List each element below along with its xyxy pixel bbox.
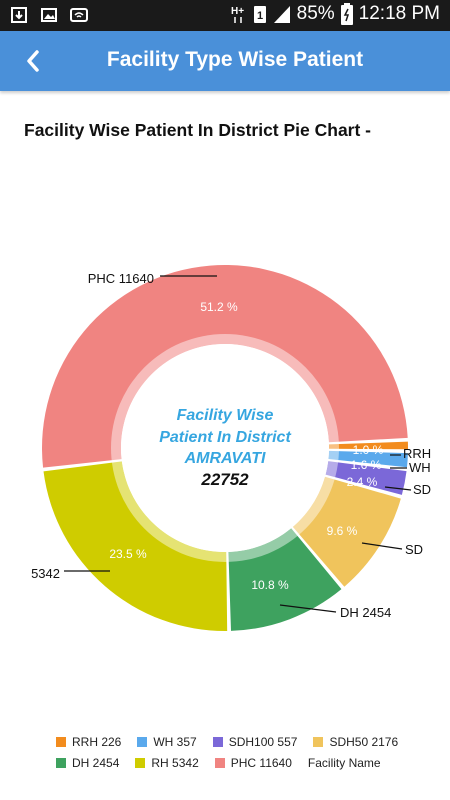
- legend-label: SDH100 557: [228, 735, 298, 749]
- center-title-line-1: Facility Wise: [177, 407, 274, 424]
- pie-slice-wh[interactable]: [328, 450, 408, 468]
- leader-line-dh: [279, 604, 337, 613]
- legend-label: SDH50 2176: [329, 735, 399, 749]
- leader-line-sdh100: [384, 486, 412, 491]
- pie-chart[interactable]: 1.0 % RRH 1.6 % WH 2.4 % SD 9.6 % SD 10.8 % DH 24…: [0, 170, 450, 720]
- legend-item[interactable]: RRH 226: [56, 735, 121, 749]
- app-title: Facility Type Wise Patient: [106, 48, 364, 71]
- legend-swatch: [56, 758, 66, 768]
- slice-percent-phc: 51.2 %: [200, 300, 238, 314]
- svg-text:1: 1: [257, 10, 263, 22]
- status-bar: H+ 1 85% 12:18 PM: [0, 0, 450, 31]
- legend-swatch: [313, 737, 324, 747]
- legend-item[interactable]: DH 2454: [56, 756, 119, 770]
- slice-label-rrh: RRH: [403, 446, 431, 461]
- center-hole: [121, 344, 329, 552]
- legend-swatch: [135, 758, 146, 768]
- slice-label-dh: DH 2454: [340, 605, 391, 620]
- sim-icon: 1: [253, 6, 266, 23]
- legend-label: RH 5342: [151, 756, 199, 770]
- signal-icon: [273, 6, 290, 23]
- page-heading: Facility Wise Patient In District Pie Ch…: [24, 120, 372, 140]
- slice-percent-sdh50: 9.6 %: [327, 524, 358, 538]
- slice-percent-sdh100: 2.4 %: [347, 475, 378, 489]
- legend-swatch: [56, 737, 66, 747]
- svg-text:H+: H+: [231, 6, 244, 17]
- pie-slice-sdh100[interactable]: [325, 461, 407, 495]
- legend-swatch: [212, 737, 223, 747]
- slice-percent-rrh: 1.0 %: [353, 443, 384, 457]
- slice-percent-dh: 10.8 %: [251, 578, 289, 592]
- slice-label-rh: 5342: [31, 566, 60, 581]
- legend-item[interactable]: WH 357: [137, 735, 197, 749]
- legend-row: RRH 226 WH 357 SDH100 557 SDH50 2176: [56, 735, 446, 749]
- legend-swatch: [214, 758, 225, 768]
- leader-line-sdh50: [361, 542, 403, 550]
- legend-label: WH 357: [153, 735, 197, 749]
- chart-legend: RRH 226 WH 357 SDH100 557 SDH50 2176 DH 2454…: [56, 735, 446, 777]
- legend-item[interactable]: SDH100 557: [212, 735, 298, 749]
- legend-label: Facility Name: [307, 756, 381, 770]
- legend-item[interactable]: PHC 11640: [214, 756, 292, 770]
- wifi-icon: [70, 8, 88, 22]
- pie-slice-dh[interactable]: [228, 528, 342, 631]
- app-bar: Facility Type Wise Patient: [0, 31, 450, 91]
- legend-swatch: [137, 737, 148, 747]
- slice-percent-wh: 1.6 %: [351, 458, 382, 472]
- slice-label-wh: WH: [409, 460, 431, 475]
- legend-label: DH 2454: [72, 756, 120, 770]
- battery-icon: [340, 3, 353, 25]
- pie-slice-rrh[interactable]: [328, 441, 408, 450]
- legend-item[interactable]: Facility Name: [308, 756, 381, 770]
- slice-label-phc: PHC 11640: [88, 271, 154, 286]
- center-total: 22752: [200, 470, 249, 489]
- legend-row: DH 2454 RH 5342 PHC 11640 Facility Name: [56, 756, 446, 770]
- back-arrow-icon[interactable]: [18, 43, 48, 79]
- center-title-line-3: AMRAVATI: [184, 450, 266, 467]
- image-icon: [41, 8, 57, 22]
- legend-label: PHC 11640: [230, 756, 292, 770]
- slice-label-sdh100: SD: [413, 482, 431, 497]
- slice-label-sdh50: SD: [405, 542, 423, 557]
- battery-percent: 85%: [296, 3, 335, 24]
- pie-slice-phc[interactable]: [41, 264, 408, 468]
- download-icon: [11, 7, 27, 23]
- hplus-icon: H+: [231, 6, 244, 23]
- clock: 12:18 PM: [358, 3, 440, 24]
- slice-percent-rh: 23.5 %: [109, 547, 147, 561]
- center-title-line-2: Patient In District: [159, 429, 291, 446]
- pie-slice-rh[interactable]: [43, 461, 228, 631]
- legend-item[interactable]: RH 5342: [135, 756, 199, 770]
- pie-slice-sdh50[interactable]: [292, 476, 401, 587]
- legend-label: RRH 226: [72, 735, 122, 749]
- legend-item[interactable]: SDH50 2176: [313, 735, 398, 749]
